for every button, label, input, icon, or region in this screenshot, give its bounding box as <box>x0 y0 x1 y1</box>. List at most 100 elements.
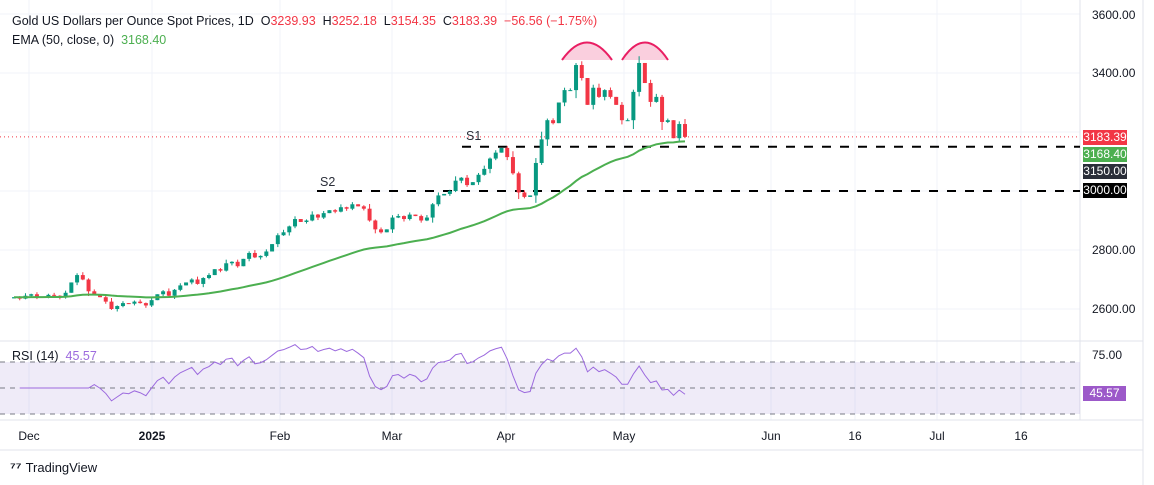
time-tick: Mar <box>381 429 403 443</box>
candle-body <box>361 206 366 209</box>
candle-body <box>29 294 34 296</box>
candle-body <box>476 174 481 183</box>
candle-body <box>235 261 240 267</box>
candle-body <box>384 229 389 233</box>
candle-body <box>493 152 498 159</box>
candle-body <box>356 204 361 207</box>
time-tick: Jun <box>761 429 781 443</box>
candle-body <box>172 289 177 296</box>
brand-name: TradingView <box>25 459 98 475</box>
candle-body <box>252 252 257 258</box>
tradingview-logo[interactable]: ⁷⁷ TradingView <box>10 459 97 475</box>
candle-body <box>522 192 527 197</box>
candle-body <box>568 90 573 92</box>
symbol-title: Gold US Dollars per Ounce Spot Prices, 1… <box>12 14 254 28</box>
candle-body <box>264 251 269 256</box>
candle-body <box>344 207 349 209</box>
candle-body <box>367 208 372 221</box>
candle-body <box>298 219 303 222</box>
s2-label: S2 <box>320 175 336 189</box>
time-tick: 16 <box>1014 429 1028 443</box>
pattern-head-arc <box>561 41 613 61</box>
candle-body <box>287 226 292 233</box>
candle-body <box>660 96 665 122</box>
candle-body <box>614 96 619 105</box>
candle-body <box>442 193 447 196</box>
candle-body <box>528 195 533 197</box>
candle-body <box>103 297 108 302</box>
candle-body <box>510 157 515 174</box>
candle-body <box>63 292 68 298</box>
change-value: −56.56 (−1.75%) <box>504 14 598 28</box>
candle-body <box>115 306 120 309</box>
candle-body <box>419 216 424 221</box>
candle-body <box>533 162 538 196</box>
candle-body <box>453 180 458 191</box>
candle-body <box>92 291 97 295</box>
candle-body <box>390 217 395 230</box>
candle-body <box>327 210 332 214</box>
candle-body <box>189 279 194 283</box>
candle-body <box>413 214 418 217</box>
candle-body <box>310 214 315 221</box>
candle-body <box>505 147 510 158</box>
candle-body <box>75 275 80 283</box>
time-tick: 2025 <box>138 429 166 443</box>
rsi-tick: 75.00 <box>1092 348 1123 362</box>
price-tick: 3400.00 <box>1092 66 1136 80</box>
candle-body <box>591 87 596 105</box>
pattern-head-arc <box>621 41 669 61</box>
candle-body <box>293 219 298 227</box>
candle-body <box>212 269 217 276</box>
last-price-tag: 3183.39 <box>1083 130 1127 145</box>
candle-body <box>161 291 166 295</box>
price-tick: 3600.00 <box>1092 8 1136 22</box>
candle-body <box>619 104 624 121</box>
candle-body <box>143 303 148 306</box>
ema-legend[interactable]: EMA (50, close, 0) 3168.40 <box>12 33 166 47</box>
rsi-value: 45.57 <box>65 349 97 363</box>
candle-body <box>499 147 504 153</box>
candle-body <box>258 255 263 258</box>
candle-body <box>631 91 636 121</box>
candle-body <box>281 232 286 236</box>
candle-body <box>315 214 320 218</box>
s1-price-tag: 3150.00 <box>1083 164 1127 179</box>
rsi-legend[interactable]: RSI (14) 45.57 <box>12 349 97 363</box>
candle-body <box>637 62 642 92</box>
rsi-tag: 45.57 <box>1083 386 1126 401</box>
candle-body <box>574 65 579 91</box>
time-tick: May <box>612 429 636 443</box>
candle-body <box>350 204 355 209</box>
candle-body <box>401 216 406 220</box>
candle-body <box>69 282 74 293</box>
tradingview-icon: ⁷⁷ <box>10 459 22 475</box>
price-tick: 2800.00 <box>1092 243 1136 257</box>
candle-body <box>482 168 487 175</box>
candle-body <box>229 261 234 264</box>
close-value: 3183.39 <box>451 14 498 28</box>
candle-body <box>275 235 280 245</box>
time-tick: Feb <box>269 429 291 443</box>
price-tick: 2600.00 <box>1092 302 1136 316</box>
candle-body <box>579 65 584 79</box>
candle-body <box>86 279 91 292</box>
ema-line <box>13 140 686 299</box>
candle-body <box>52 294 57 296</box>
candle-body <box>677 124 682 139</box>
candle-body <box>80 275 85 280</box>
ema-price-tag: 3168.40 <box>1083 147 1127 162</box>
candle-body <box>34 294 39 298</box>
candle-body <box>407 214 412 220</box>
candle-body <box>671 120 676 139</box>
candle-body <box>488 158 493 169</box>
candle-body <box>224 263 229 271</box>
symbol-legend: Gold US Dollars per Ounce Spot Prices, 1… <box>12 14 597 28</box>
s1-label: S1 <box>466 129 482 143</box>
candle-body <box>321 213 326 218</box>
candle-body <box>184 282 189 286</box>
candle-body <box>333 210 338 212</box>
candle-body <box>608 90 613 97</box>
